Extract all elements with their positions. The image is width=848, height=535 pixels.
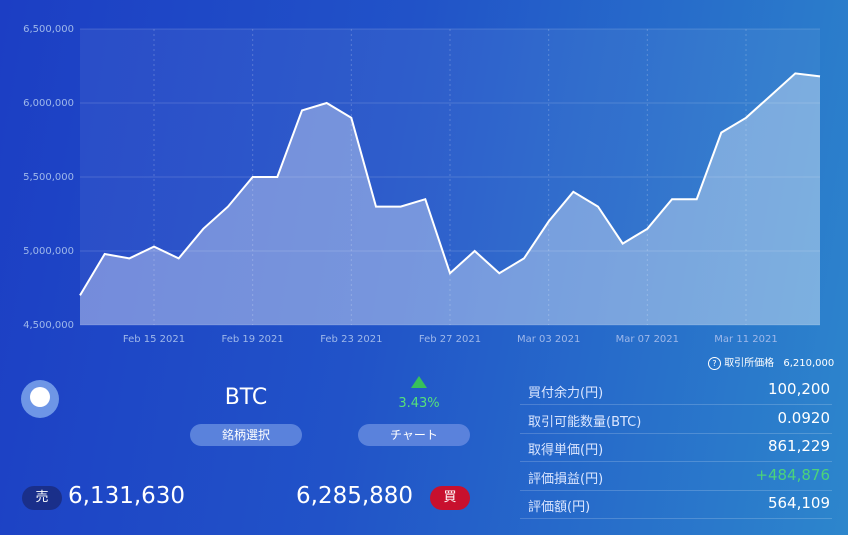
row-value: 0.0920 xyxy=(777,408,831,427)
x-tick-label: Feb 19 2021 xyxy=(222,334,284,345)
row-label: 評価損益(円) xyxy=(528,471,604,487)
y-tick-label: 5,500,000 xyxy=(23,172,74,183)
row-value: +484,876 xyxy=(755,465,830,484)
area xyxy=(80,73,820,326)
change: 3.43% xyxy=(398,396,440,411)
x-tick-label: Feb 23 2021 xyxy=(320,334,382,345)
row-label: 買付余力(円) xyxy=(528,386,604,401)
row-label: 取引可能数量(BTC) xyxy=(528,414,642,430)
exchange-price: ? 取引所価格 6,210,000 xyxy=(708,354,834,370)
table-row: 評価額(円) 564,109 xyxy=(520,490,832,519)
row-value: 100,200 xyxy=(767,380,830,398)
chart-button[interactable]: チャート xyxy=(358,424,470,446)
row-value: 564,109 xyxy=(767,494,830,512)
exchange-label: 取引所価格 xyxy=(724,358,775,369)
y-tick-label: 6,500,000 xyxy=(23,24,74,35)
buy-button[interactable]: 買 xyxy=(430,486,470,510)
y-tick-label: 4,500,000 xyxy=(23,320,74,331)
y-tick-label: 6,000,000 xyxy=(23,98,74,109)
line xyxy=(79,72,821,296)
table-row: 取得単価(円) 861,229 xyxy=(520,433,832,462)
row-label: 取得単価(円) xyxy=(528,443,604,458)
exchange-value: 6,210,000 xyxy=(783,358,835,369)
price-chart: 4,500,000 5,000,000 5,500,000 6,000,000 6,50… xyxy=(23,24,821,345)
table-row: 評価損益(円) +484,876 xyxy=(520,462,832,491)
x-tick-label: Feb 15 2021 xyxy=(123,334,185,345)
plot-area xyxy=(80,29,820,325)
sell-button[interactable]: 売 xyxy=(22,486,62,510)
sell-price: 6,131,630 xyxy=(68,483,186,509)
coin-symbol: BTC xyxy=(224,385,268,410)
x-tick-label: Mar 03 2021 xyxy=(517,334,580,345)
table-row: 買付余力(円) 100,200 xyxy=(520,376,832,405)
y-tick-label: 5,000,000 xyxy=(23,246,74,257)
coin-icon xyxy=(21,380,59,418)
help-icon[interactable]: ? xyxy=(708,357,721,370)
row-label: 評価額(円) xyxy=(528,500,591,515)
row-value: 861,229 xyxy=(767,437,830,455)
buy-price: 6,285,880 xyxy=(296,483,414,509)
select-button[interactable]: 銘柄選択 xyxy=(190,424,302,446)
table-row: 取引可能数量(BTC) 0.0920 xyxy=(520,405,832,434)
x-tick-label: Mar 07 2021 xyxy=(616,334,679,345)
up-arrow xyxy=(411,376,427,388)
x-tick-label: Feb 27 2021 xyxy=(419,334,481,345)
x-tick-label: Mar 11 2021 xyxy=(714,334,777,345)
